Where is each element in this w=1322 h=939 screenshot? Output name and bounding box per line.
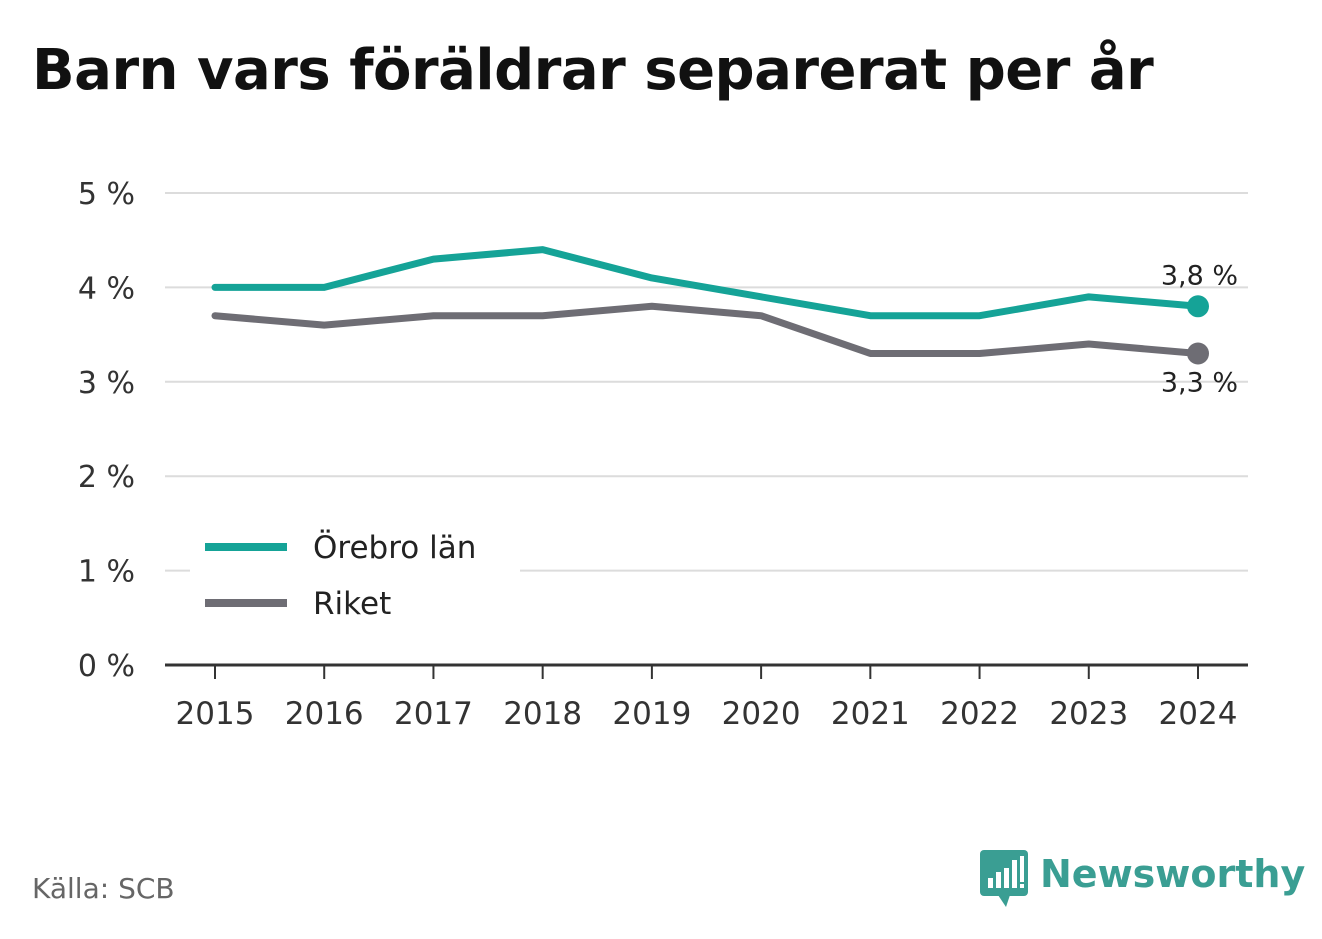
brand-name: Newsworthy [1040,852,1306,896]
series-line [211,302,1202,357]
y-tick-label: 4 % [78,271,135,306]
x-tick-label: 2015 [176,696,255,732]
x-tick-label: 2016 [285,696,364,732]
axes: 0 % 1 % 2 % 3 % 4 % 5 % 2015 2016 2017 2018 2019 20… [78,177,1248,732]
x-tick-label: 2022 [940,696,1019,732]
y-tick-label: 3 % [78,366,135,401]
end-value-label: 3,8 % [1161,260,1238,291]
series-lines [211,246,1209,365]
x-tick-label: 2018 [503,696,582,732]
x-tick-label: 2020 [722,696,801,732]
x-tick-label: 2017 [394,696,473,732]
end-point-marker [1187,342,1209,365]
y-tick-label: 5 % [78,177,135,212]
y-tick-label: 2 % [78,460,135,495]
legend-label: Riket [313,586,391,622]
end-value-label: 3,3 % [1161,367,1238,398]
brand-logo[interactable]: Newsworthy [980,848,1305,912]
bar-chart-speech-bubble-icon [980,850,1028,907]
y-tick-label: 0 % [78,649,135,684]
y-tick-label: 1 % [78,555,135,590]
series-line [211,246,1202,320]
legend-label: Örebro län [313,529,476,566]
end-labels: 3,8 % 3,3 % [1161,260,1238,398]
legend-background [190,512,520,630]
legend: Örebro län Riket [190,512,520,630]
x-tick-label: 2021 [831,696,910,732]
x-tick-label: 2019 [612,696,691,732]
x-tick-label: 2023 [1049,696,1128,732]
end-point-marker [1187,295,1209,318]
source-note: Källa: SCB [32,872,175,905]
x-tick-label: 2024 [1159,696,1238,732]
chart-title: Barn vars föräldrar separerat per år [32,38,1154,103]
